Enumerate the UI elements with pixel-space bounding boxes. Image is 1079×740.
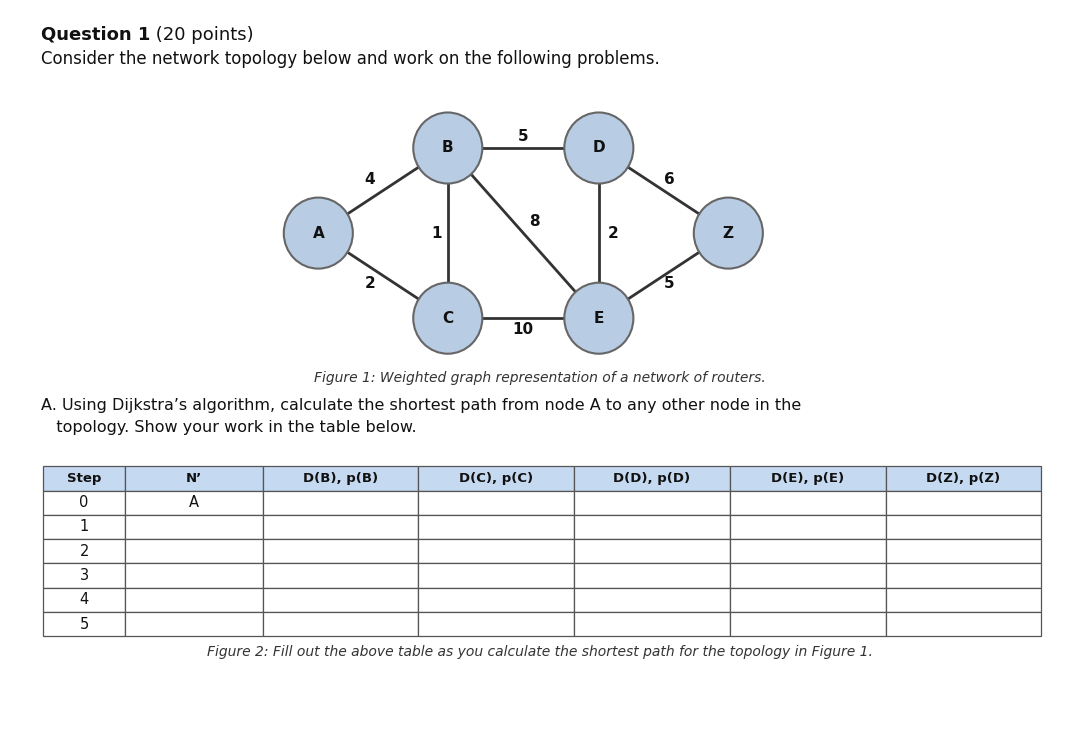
Bar: [43, 612, 125, 636]
Bar: [729, 563, 886, 588]
Text: 2: 2: [80, 544, 88, 559]
Bar: [419, 491, 574, 515]
Bar: [263, 588, 419, 612]
Text: 10: 10: [513, 322, 534, 337]
Bar: [729, 466, 886, 491]
Text: E: E: [593, 311, 604, 326]
Bar: [263, 515, 419, 539]
Bar: [419, 515, 574, 539]
Bar: [574, 588, 729, 612]
Bar: [263, 491, 419, 515]
Bar: [886, 612, 1041, 636]
Bar: [886, 539, 1041, 563]
Text: 2: 2: [607, 226, 618, 240]
Bar: [419, 612, 574, 636]
Text: 5: 5: [664, 276, 674, 291]
Text: Question 1: Question 1: [41, 26, 150, 44]
Ellipse shape: [413, 112, 482, 184]
Text: Z: Z: [723, 226, 734, 240]
Ellipse shape: [413, 283, 482, 354]
Bar: [263, 539, 419, 563]
Bar: [419, 563, 574, 588]
Text: A: A: [313, 226, 324, 240]
Text: 3: 3: [80, 568, 88, 583]
Text: 4: 4: [365, 172, 375, 186]
Bar: [729, 612, 886, 636]
Bar: [125, 515, 263, 539]
Bar: [263, 612, 419, 636]
Bar: [886, 588, 1041, 612]
Bar: [125, 466, 263, 491]
Bar: [263, 466, 419, 491]
Bar: [43, 466, 125, 491]
Bar: [125, 539, 263, 563]
Bar: [43, 515, 125, 539]
Bar: [886, 515, 1041, 539]
Bar: [43, 588, 125, 612]
Text: D: D: [592, 141, 605, 155]
Text: A: A: [189, 495, 199, 510]
Bar: [574, 539, 729, 563]
Ellipse shape: [564, 112, 633, 184]
Text: Step: Step: [67, 472, 101, 485]
Bar: [729, 491, 886, 515]
Bar: [886, 563, 1041, 588]
Bar: [886, 491, 1041, 515]
Text: N’: N’: [186, 472, 202, 485]
Ellipse shape: [694, 198, 763, 269]
Text: D(C), p(C): D(C), p(C): [460, 472, 533, 485]
Text: Figure 2: Fill out the above table as you calculate the shortest path for the to: Figure 2: Fill out the above table as yo…: [206, 645, 873, 659]
Text: D(D), p(D): D(D), p(D): [614, 472, 691, 485]
Bar: [574, 491, 729, 515]
Bar: [729, 588, 886, 612]
Text: A. Using Dijkstra’s algorithm, calculate the shortest path from node A to any ot: A. Using Dijkstra’s algorithm, calculate…: [41, 398, 802, 413]
Text: 5: 5: [80, 616, 88, 632]
Bar: [125, 563, 263, 588]
Text: D(B), p(B): D(B), p(B): [303, 472, 378, 485]
Text: (20 points): (20 points): [150, 26, 254, 44]
Bar: [125, 588, 263, 612]
Bar: [125, 612, 263, 636]
Bar: [574, 563, 729, 588]
Text: 6: 6: [664, 172, 674, 186]
Bar: [574, 466, 729, 491]
Bar: [419, 466, 574, 491]
Bar: [419, 588, 574, 612]
Text: 8: 8: [529, 215, 540, 229]
Bar: [125, 491, 263, 515]
Text: 4: 4: [80, 593, 88, 608]
Text: Consider the network topology below and work on the following problems.: Consider the network topology below and …: [41, 50, 659, 68]
Bar: [43, 563, 125, 588]
Text: C: C: [442, 311, 453, 326]
Bar: [729, 539, 886, 563]
Text: 0: 0: [80, 495, 88, 510]
Bar: [263, 563, 419, 588]
Text: D(Z), p(Z): D(Z), p(Z): [927, 472, 1000, 485]
Text: B: B: [442, 141, 453, 155]
Bar: [419, 539, 574, 563]
Bar: [886, 466, 1041, 491]
Text: 1: 1: [80, 519, 88, 534]
Text: D(E), p(E): D(E), p(E): [771, 472, 844, 485]
Text: Figure 1: Weighted graph representation of a network of routers.: Figure 1: Weighted graph representation …: [314, 371, 765, 386]
Bar: [574, 612, 729, 636]
Text: 1: 1: [432, 226, 442, 240]
Ellipse shape: [564, 283, 633, 354]
Text: 5: 5: [518, 130, 529, 144]
Ellipse shape: [284, 198, 353, 269]
Bar: [43, 491, 125, 515]
Bar: [43, 539, 125, 563]
Bar: [574, 515, 729, 539]
Bar: [729, 515, 886, 539]
Text: 2: 2: [365, 276, 375, 291]
Text: topology. Show your work in the table below.: topology. Show your work in the table be…: [41, 420, 416, 435]
